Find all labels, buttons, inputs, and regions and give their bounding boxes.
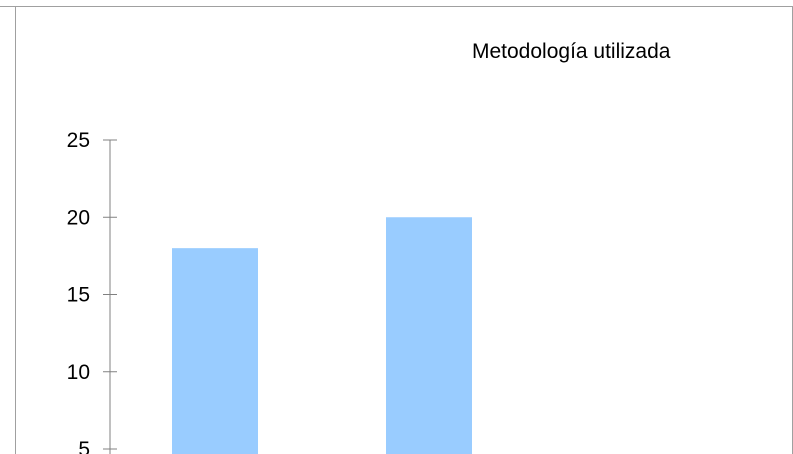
bar-1 (172, 248, 258, 454)
chart-border-top (0, 6, 793, 7)
bar-2 (386, 217, 472, 454)
y-tick-label: 25 (67, 129, 90, 152)
y-tick-label: 20 (67, 206, 90, 229)
bars-group (172, 217, 472, 454)
y-tick-label: 5 (78, 438, 90, 454)
y-tick-label: 10 (67, 361, 90, 384)
chart-title: Metodología utilizada (472, 40, 671, 63)
y-axis: 5 10 15 20 25 (67, 129, 117, 454)
y-tick-label: 15 (67, 284, 90, 307)
chart-border-left (15, 6, 16, 454)
